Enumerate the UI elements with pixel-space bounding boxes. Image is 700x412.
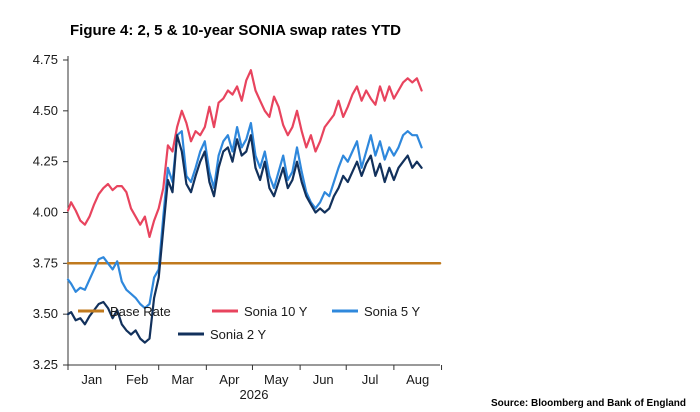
y-tick-label: 4.00	[33, 205, 58, 220]
x-tick-label: Apr	[219, 372, 240, 387]
series-line-sonia-2-y	[66, 134, 423, 344]
y-tick-label: 4.25	[33, 154, 58, 169]
y-tick-label: 3.50	[33, 306, 58, 321]
chart-legend: Base Rate Sonia 10 Y Sonia 5 Y Sonia 2 Y	[78, 304, 420, 342]
x-tick-label: Aug	[406, 372, 429, 387]
x-axis-label: 2026	[240, 387, 269, 402]
y-tick-label: 3.25	[33, 357, 58, 372]
legend-label-base-rate: Base Rate	[110, 304, 171, 319]
x-tick-label: Mar	[171, 372, 194, 387]
x-tick-label: Jun	[313, 372, 334, 387]
y-tick-label: 4.75	[33, 52, 58, 67]
chart-series	[66, 69, 442, 344]
legend-label-sonia-10-y: Sonia 10 Y	[244, 304, 308, 319]
x-tick-label: May	[264, 372, 289, 387]
y-tick-label: 3.75	[33, 255, 58, 270]
x-tick-label: Feb	[126, 372, 148, 387]
source-note: Source: Bloomberg and Bank of England	[490, 398, 686, 409]
chart-axes: 3.25 3.50 3.75 4.00 4.25 4.50 4.75 Jan Feb Mar Apr…	[33, 52, 443, 402]
x-tick-label: Jan	[81, 372, 102, 387]
figure-title: Figure 4: 2, 5 & 10-year SONIA swap rate…	[70, 22, 401, 39]
y-tick-label: 4.50	[33, 103, 58, 118]
legend-label-sonia-5-y: Sonia 5 Y	[364, 304, 420, 319]
series-line-sonia-10-y	[66, 69, 423, 238]
legend-label-sonia-2-y: Sonia 2 Y	[210, 327, 266, 342]
series-line-sonia-5-y	[66, 121, 423, 310]
x-tick-label: Jul	[362, 372, 379, 387]
